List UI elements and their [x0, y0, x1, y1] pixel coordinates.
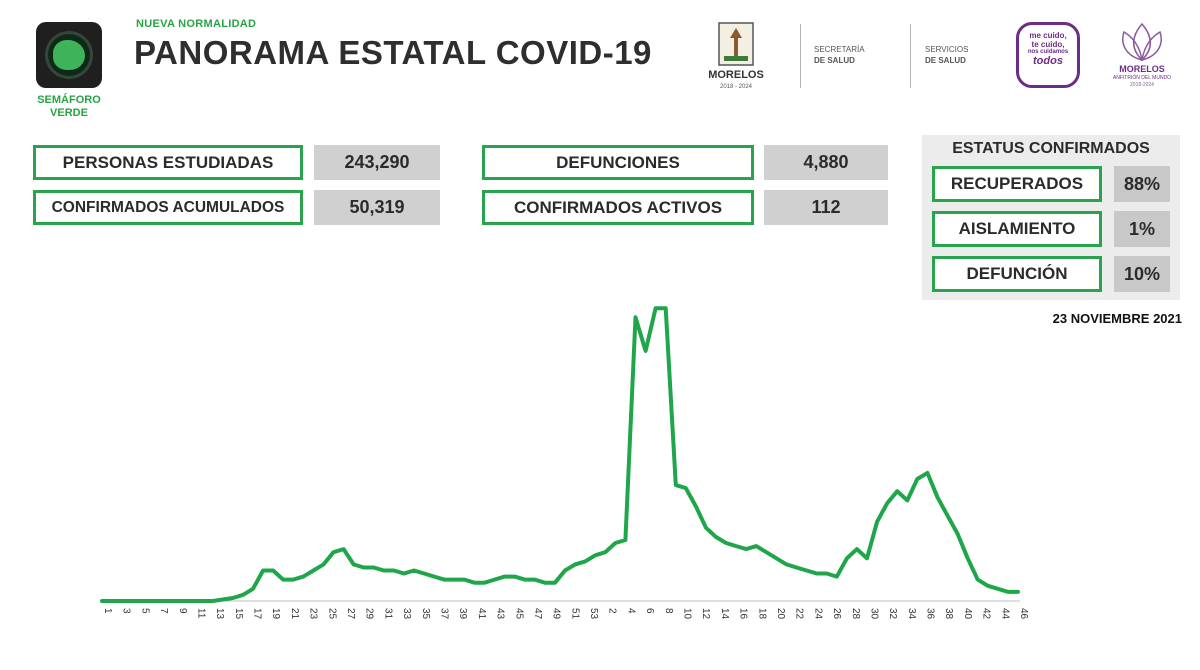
- x-tick-label: 31: [382, 608, 393, 620]
- x-tick-label: 16: [738, 608, 749, 620]
- x-tick-label: 26: [831, 608, 842, 620]
- x-tick-label: 45: [513, 608, 524, 620]
- confirmados-acumulados-label: CONFIRMADOS ACUMULADOS: [33, 190, 303, 225]
- servicios-line1: SERVICIOS: [925, 45, 969, 54]
- semaforo-label: SEMÁFORO: [37, 94, 101, 106]
- x-tick-label: 18: [756, 608, 767, 620]
- x-tick-label: 22: [794, 608, 805, 620]
- semaforo-icon: [36, 22, 102, 88]
- x-tick-label: 21: [289, 608, 300, 620]
- x-tick-label: 28: [850, 608, 861, 620]
- campaign-line1: me cuido,: [1029, 31, 1067, 40]
- x-tick-label: 41: [476, 608, 487, 620]
- x-tick-label: 29: [364, 608, 375, 620]
- morelos-logo-text: MORELOS: [708, 69, 764, 81]
- campaign-logo: me cuido, te cuido, nos cuidamos todos: [1016, 22, 1080, 88]
- x-tick-label: 10: [682, 608, 693, 620]
- logo-divider: [800, 24, 801, 88]
- x-tick-label: 9: [177, 608, 188, 614]
- x-tick-label: 15: [233, 608, 244, 620]
- campaign-line4: todos: [1033, 55, 1063, 67]
- x-tick-label: 27: [345, 608, 356, 620]
- lotus-icon: [1118, 20, 1166, 62]
- x-tick-label: 23: [308, 608, 319, 620]
- x-tick-label: 39: [457, 608, 468, 620]
- x-tick-label: 8: [663, 608, 674, 614]
- x-tick-label: 34: [906, 608, 917, 620]
- x-tick-label: 49: [551, 608, 562, 620]
- x-tick-label: 24: [812, 608, 823, 620]
- x-tick-label: 40: [962, 608, 973, 620]
- morelos-shield-icon: [718, 22, 754, 66]
- x-tick-label: 4: [625, 608, 636, 614]
- secretaria-line2: DE SALUD: [814, 56, 855, 65]
- recuperados-label: RECUPERADOS: [932, 166, 1102, 202]
- secretaria-line1: SECRETARÍA: [814, 45, 865, 54]
- morelos2-years: 2018-2024: [1130, 82, 1154, 88]
- series-line: [100, 306, 1020, 603]
- x-tick-label: 14: [719, 608, 730, 620]
- x-tick-label: 32: [887, 608, 898, 620]
- x-tick-label: 5: [139, 608, 150, 614]
- aislamiento-value: 1%: [1114, 211, 1170, 247]
- x-tick-label: 30: [868, 608, 879, 620]
- x-tick-label: 20: [775, 608, 786, 620]
- status-title: ESTATUS CONFIRMADOS: [952, 140, 1150, 157]
- semaforo-status: VERDE: [50, 107, 88, 119]
- x-tick-label: 19: [270, 608, 281, 620]
- x-tick-label: 51: [569, 608, 580, 620]
- x-tick-label: 37: [439, 608, 450, 620]
- morelos2-sub: ANFITRIÓN DEL MUNDO: [1112, 75, 1172, 81]
- x-tick-label: 44: [999, 608, 1010, 620]
- confirmados-acumulados-value: 50,319: [314, 190, 440, 225]
- report-date: 23 NOVIEMBRE 2021: [1052, 311, 1182, 326]
- x-tick-label: 25: [326, 608, 337, 620]
- x-tick-label: 13: [214, 608, 225, 620]
- x-tick-label: 17: [252, 608, 263, 620]
- personas-estudiadas-value: 243,290: [314, 145, 440, 180]
- defunciones-label: DEFUNCIONES: [482, 145, 754, 180]
- recuperados-value: 88%: [1114, 166, 1170, 202]
- x-tick-label: 46: [1018, 608, 1029, 620]
- x-tick-label: 11: [196, 608, 207, 619]
- defuncion-label: DEFUNCIÓN: [932, 256, 1102, 292]
- x-tick-label: 47: [532, 608, 543, 620]
- campaign-line3: nos cuidamos: [1027, 49, 1069, 55]
- x-tick-label: 38: [943, 608, 954, 620]
- x-tick-label: 1: [102, 608, 113, 614]
- aislamiento-label: AISLAMIENTO: [932, 211, 1102, 247]
- servicios-line2: DE SALUD: [925, 56, 966, 65]
- x-tick-label: 12: [700, 608, 711, 620]
- x-tick-label: 43: [495, 608, 506, 620]
- x-tick-label: 35: [420, 608, 431, 620]
- morelos-logo-years: 2018 - 2024: [719, 84, 753, 90]
- logo-divider: [910, 24, 911, 88]
- x-tick-label: 6: [644, 608, 655, 614]
- campaign-line2: te cuido,: [1031, 40, 1065, 49]
- personas-estudiadas-label: PERSONAS ESTUDIADAS: [33, 145, 303, 180]
- kicker: NUEVA NORMALIDAD: [136, 18, 257, 30]
- x-tick-label: 53: [588, 608, 599, 620]
- confirmados-activos-value: 112: [764, 190, 888, 225]
- morelos2-logo-text: MORELOS: [1119, 64, 1165, 74]
- x-tick-label: 33: [401, 608, 412, 620]
- page-title: PANORAMA ESTATAL COVID-19: [134, 34, 652, 71]
- x-tick-label: 42: [981, 608, 992, 620]
- x-tick-label: 3: [121, 608, 132, 614]
- defunciones-value: 4,880: [764, 145, 888, 180]
- x-tick-label: 7: [158, 608, 169, 614]
- defuncion-value: 10%: [1114, 256, 1170, 292]
- confirmados-activos-label: CONFIRMADOS ACTIVOS: [482, 190, 754, 225]
- x-tick-label: 36: [925, 608, 936, 620]
- x-tick-label: 2: [607, 608, 618, 614]
